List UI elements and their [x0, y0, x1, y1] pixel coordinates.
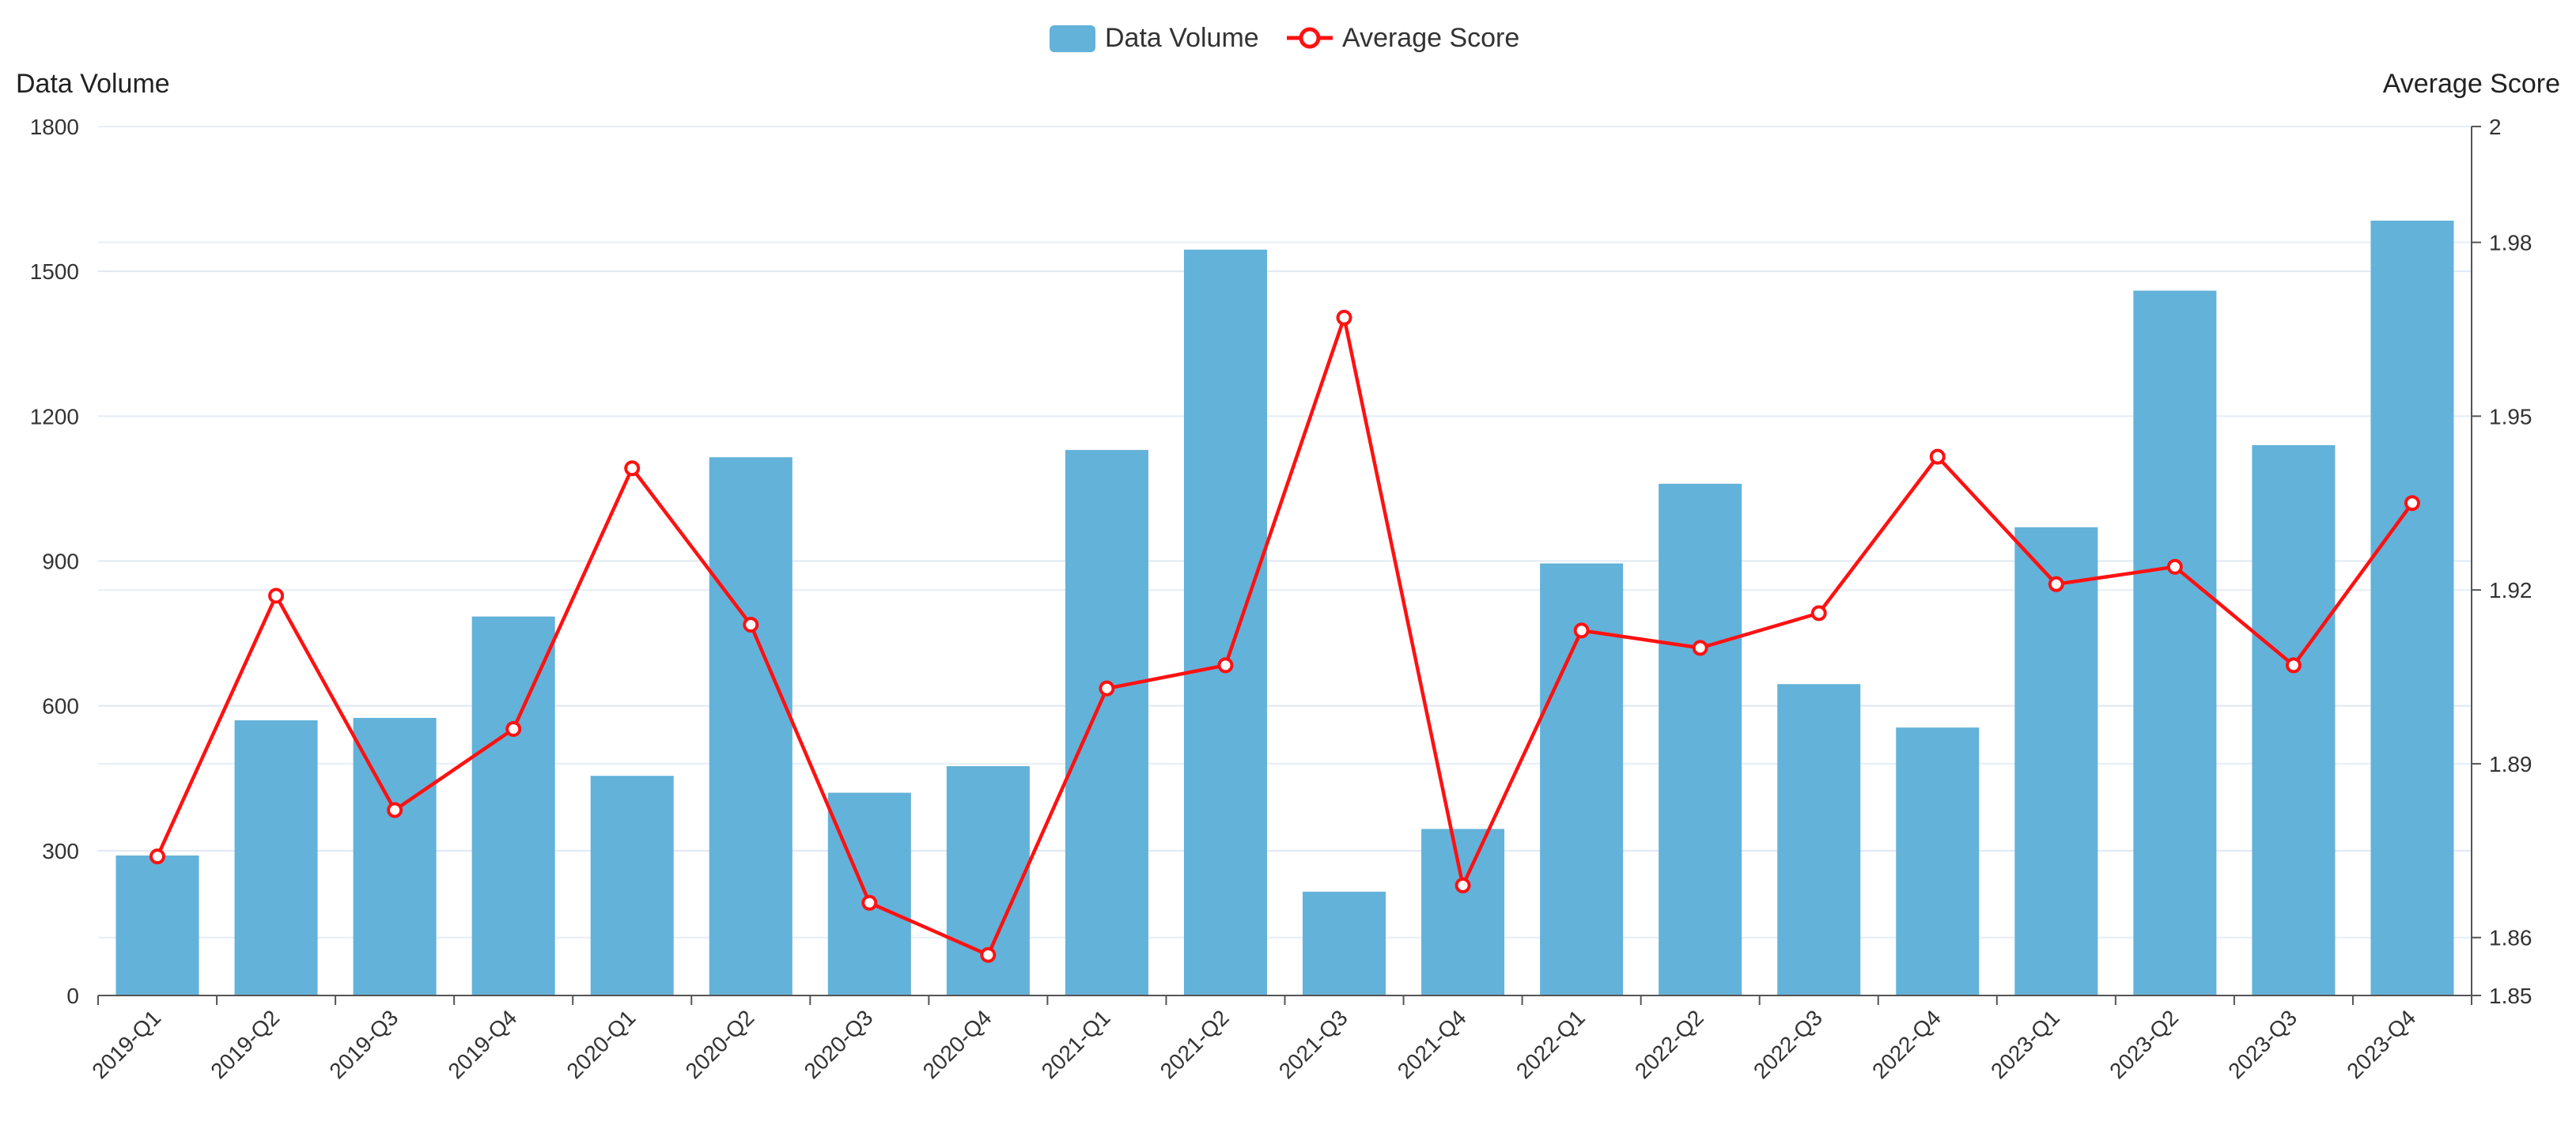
bar-2021-Q1 [1065, 450, 1148, 995]
bar-2021-Q2 [1183, 249, 1267, 996]
point-2021-Q3 [1336, 309, 1352, 326]
x-tick-label-2020-Q4: 2020-Q4 [918, 1005, 997, 1083]
bar-2022-Q3 [1777, 684, 1861, 995]
bar-2019-Q2 [234, 720, 318, 995]
left-tick-label-0: 0 [66, 984, 79, 1008]
right-tick-label-1.86: 1.86 [2489, 926, 2532, 950]
right-tick-label-1.89: 1.89 [2489, 752, 2532, 776]
left-tick-label-300: 300 [42, 839, 79, 863]
legend-label-average-score: Average Score [1342, 23, 1519, 53]
bar-2022-Q2 [1659, 483, 1742, 995]
x-tick-label-2019-Q4: 2019-Q4 [443, 1005, 521, 1083]
x-tick-label-2019-Q3: 2019-Q3 [324, 1005, 403, 1083]
x-tick-label-2021-Q3: 2021-Q3 [1274, 1005, 1352, 1083]
legend[interactable]: Data Volume Average Score [1050, 23, 1519, 53]
left-axis-title: Data Volume [16, 69, 170, 99]
point-2023-Q1 [2048, 576, 2064, 592]
point-2023-Q4 [2404, 495, 2420, 512]
right-axis-title: Average Score [2383, 69, 2560, 99]
right-tick-label-2: 2 [2489, 115, 2502, 139]
point-2023-Q3 [2285, 657, 2302, 674]
x-tick-label-2021-Q2: 2021-Q2 [1156, 1005, 1234, 1083]
point-2020-Q3 [861, 894, 878, 911]
x-tick-label-2022-Q2: 2022-Q2 [1630, 1005, 1708, 1083]
bar-2021-Q4 [1421, 829, 1505, 995]
point-2020-Q4 [980, 946, 997, 963]
x-tick-label-2023-Q4: 2023-Q4 [2342, 1005, 2420, 1083]
legend-label-data-volume: Data Volume [1105, 23, 1259, 53]
x-tick-label-2022-Q4: 2022-Q4 [1867, 1005, 1946, 1083]
bar-2019-Q3 [353, 717, 437, 995]
legend-item-average-score[interactable]: Average Score [1287, 23, 1519, 53]
left-tick-label-1200: 1200 [30, 404, 79, 429]
legend-swatch-data-volume [1050, 25, 1095, 52]
point-2023-Q2 [2166, 558, 2183, 575]
left-tick-label-1500: 1500 [30, 259, 79, 284]
x-tick-label-2022-Q1: 2022-Q1 [1511, 1005, 1590, 1083]
x-tick-label-2023-Q2: 2023-Q2 [2105, 1005, 2183, 1083]
x-tick-label-2023-Q3: 2023-Q3 [2223, 1005, 2302, 1083]
bar-2019-Q4 [471, 616, 555, 995]
x-tick-label-2022-Q3: 2022-Q3 [1749, 1005, 1827, 1083]
legend-marker-average-score [1299, 27, 1321, 49]
point-2022-Q1 [1573, 622, 1590, 639]
average-score-line [155, 315, 2414, 957]
bar-2023-Q2 [2133, 290, 2217, 996]
left-tick-label-600: 600 [42, 694, 79, 719]
point-2019-Q2 [268, 587, 285, 604]
x-tick-label-2020-Q2: 2020-Q2 [681, 1005, 759, 1083]
point-2022-Q4 [1929, 448, 1946, 465]
line-series-average-score [149, 309, 2420, 963]
x-tick-label-2023-Q1: 2023-Q1 [1986, 1005, 2064, 1083]
right-tick-label-1.85: 1.85 [2489, 984, 2532, 1008]
point-2022-Q2 [1692, 640, 1708, 656]
point-2019-Q1 [149, 848, 166, 865]
bar-2020-Q2 [709, 457, 792, 995]
bar-2020-Q1 [590, 776, 674, 995]
bar-2019-Q1 [115, 855, 199, 995]
x-tick-label-2021-Q1: 2021-Q1 [1037, 1005, 1115, 1083]
right-tick-label-1.92: 1.92 [2489, 578, 2532, 603]
point-2021-Q2 [1217, 657, 1234, 674]
right-tick-label-1.98: 1.98 [2489, 231, 2532, 255]
bar-2020-Q3 [827, 792, 911, 995]
x-tick-label-2021-Q4: 2021-Q4 [1393, 1005, 1471, 1083]
bar-2021-Q3 [1303, 891, 1386, 995]
left-tick-label-1800: 1800 [30, 115, 79, 139]
left-tick-label-900: 900 [42, 550, 79, 574]
bar-2023-Q4 [2370, 221, 2454, 995]
x-tick-label-2019-Q1: 2019-Q1 [87, 1005, 165, 1083]
grid-lines [98, 126, 2472, 939]
point-2020-Q2 [743, 617, 759, 633]
point-2021-Q4 [1454, 877, 1471, 893]
legend-item-data-volume[interactable]: Data Volume [1050, 23, 1259, 53]
bar-2022-Q4 [1896, 727, 1980, 995]
point-2022-Q3 [1810, 605, 1827, 621]
bar-series-data-volume [115, 221, 2454, 996]
right-tick-label-1.95: 1.95 [2489, 404, 2532, 429]
x-tick-label-2020-Q1: 2020-Q1 [562, 1005, 640, 1083]
point-2019-Q3 [387, 802, 403, 818]
bar-2023-Q1 [2014, 527, 2098, 995]
point-2020-Q1 [624, 460, 641, 477]
bar-2023-Q3 [2252, 444, 2336, 995]
x-tick-label-2019-Q2: 2019-Q2 [206, 1005, 284, 1083]
x-tick-label-2020-Q3: 2020-Q3 [800, 1005, 878, 1083]
point-2019-Q4 [505, 720, 522, 737]
point-2021-Q1 [1099, 680, 1115, 697]
